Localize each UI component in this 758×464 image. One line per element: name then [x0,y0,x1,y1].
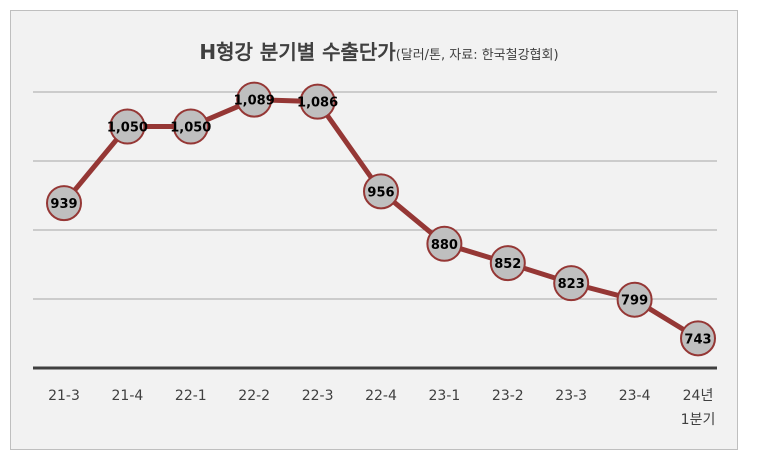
x-tick-label: 23-3 [555,388,587,404]
series-polyline [61,97,701,341]
chart-title-block: H형강 분기별 수출단가(달러/톤, 자료: 한국철강협회) [0,36,758,65]
x-tick-label: 23-1 [429,388,461,404]
x-tick-label: 21-4 [112,388,144,404]
data-label: 1,050 [107,121,148,136]
chart-title: H형강 분기별 수출단가 [199,40,396,64]
data-label: 852 [494,257,521,272]
x-tick-label: 23-2 [492,388,524,404]
data-label: 823 [558,277,585,292]
data-point [426,225,463,262]
x-tick-label: 22-3 [302,388,334,404]
x-tick-label: 23-4 [619,388,651,404]
data-point [553,265,590,302]
data-label: 743 [684,332,711,347]
x-tick-label: 1분기 [681,412,716,428]
x-tick-label: 24년 [683,388,714,404]
data-point [299,83,336,120]
data-labels: 939 1,050 1,050 1,089 1,086 956 880 852 823 799 74… [50,94,711,348]
data-label: 1,050 [170,121,211,136]
data-label: 939 [50,197,77,212]
data-point [172,108,209,145]
data-point [109,108,146,145]
x-tick-label: 22-1 [175,388,207,404]
data-point [616,281,653,318]
data-label: 1,086 [297,96,338,111]
x-tick-label: 21-3 [48,388,80,404]
x-tick-label: 22-4 [365,388,397,404]
series-line [61,97,701,341]
data-points [46,81,716,357]
data-point [680,320,716,357]
data-point [363,173,399,210]
gridlines [33,91,717,300]
data-point [46,185,82,222]
data-point [489,245,526,282]
data-label: 880 [431,238,458,253]
chart-subtitle: (달러/톤, 자료: 한국철강협회) [395,48,559,63]
data-point [236,81,273,118]
x-tick-labels: 21-3 21-4 22-1 22-2 22-3 22-4 23-1 23-2 23-3 23-4… [48,388,715,428]
x-tick-label: 22-2 [238,388,270,404]
data-label: 1,089 [234,94,275,109]
data-label: 956 [367,185,394,200]
data-label: 799 [621,294,648,309]
